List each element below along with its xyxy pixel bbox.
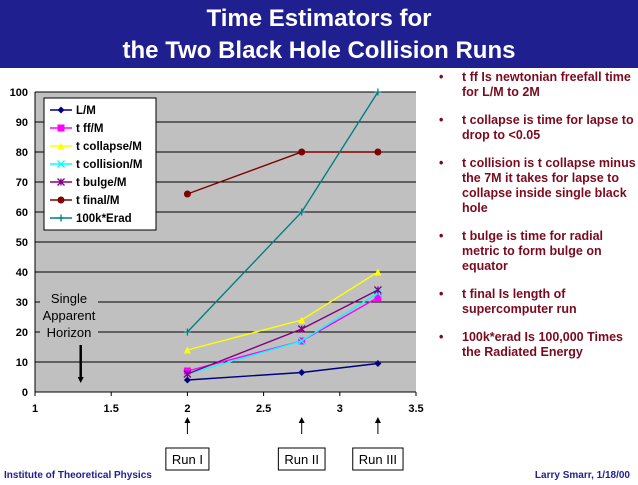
run-arrowhead bbox=[298, 417, 305, 423]
y-tick-label: 0 bbox=[22, 387, 28, 399]
run-arrowhead bbox=[374, 417, 381, 423]
legend: L/M t ff/M t collapse/M t collision/M t bulg… bbox=[43, 97, 157, 231]
y-tick-label: 70 bbox=[16, 177, 28, 189]
legend-label: t collapse/M bbox=[76, 141, 142, 153]
x-tick-label: 2 bbox=[184, 403, 190, 415]
data-point bbox=[183, 190, 191, 198]
data-point bbox=[57, 106, 65, 114]
bullet-item: • t collision is t collapse minus the 7M … bbox=[436, 156, 636, 216]
run-label: Run I bbox=[172, 452, 203, 467]
bullet-list: • t ff Is newtonian freefall time for L/M… bbox=[436, 70, 636, 373]
data-point bbox=[297, 337, 306, 345]
annotation-text: Apparent bbox=[43, 308, 96, 323]
series bbox=[183, 286, 382, 378]
y-tick-label: 90 bbox=[16, 117, 28, 129]
data-point bbox=[57, 142, 65, 150]
legend-label: t final/M bbox=[76, 195, 119, 207]
footer-author-date: Larry Smarr, 1/18/00 bbox=[534, 470, 630, 481]
y-tick-label: 100 bbox=[10, 87, 28, 99]
data-point bbox=[374, 88, 382, 96]
run-label: Run III bbox=[359, 452, 397, 467]
y-tick-label: 50 bbox=[16, 237, 28, 249]
annotation-box bbox=[40, 286, 98, 342]
data-point bbox=[183, 346, 191, 354]
data-point bbox=[298, 369, 306, 376]
data-point bbox=[298, 316, 306, 324]
bullet-dot: • bbox=[439, 113, 444, 127]
x-tick-labels: 1 1.5 2 2.5 3 3.5 bbox=[32, 403, 424, 415]
series bbox=[183, 268, 382, 354]
annotation-arrowhead bbox=[77, 377, 84, 383]
run-arrowhead bbox=[184, 417, 191, 423]
data-point bbox=[183, 376, 191, 384]
data-point bbox=[57, 124, 65, 132]
annotation-text: Horizon bbox=[47, 325, 92, 340]
bullet-dot: • bbox=[439, 330, 444, 344]
y-tick-label: 60 bbox=[16, 207, 28, 219]
bullet-text: t final Is length of supercomputer run bbox=[462, 287, 577, 316]
footer-institute: Institute of Theoretical Physics bbox=[4, 470, 152, 481]
bullet-dot: • bbox=[439, 229, 444, 243]
y-tick-label: 40 bbox=[16, 267, 28, 279]
data-point bbox=[373, 286, 382, 294]
page-title-line-2: the Two Black Hole Collision Runs bbox=[122, 37, 516, 64]
line-chart: 0 10 20 30 40 50 60 70 80 90 100 1 1.5 2 2.5 3 3.5 L/M t… bbox=[10, 87, 424, 471]
series-layer bbox=[183, 88, 382, 384]
data-point bbox=[298, 208, 306, 216]
data-point bbox=[374, 148, 382, 156]
data-point bbox=[183, 328, 191, 336]
legend-label: L/M bbox=[76, 105, 96, 117]
data-point bbox=[57, 178, 65, 186]
x-tick-label: 2.5 bbox=[256, 403, 271, 415]
grid bbox=[34, 91, 417, 396]
bullet-text: 100k*erad Is 100,000 Times the Radiated … bbox=[462, 330, 624, 359]
bullet-text: t bulge is time for radial metric to for… bbox=[462, 229, 603, 273]
x-tick-label: 3.5 bbox=[408, 403, 423, 415]
y-tick-labels: 0 10 20 30 40 50 60 70 80 90 100 bbox=[10, 87, 28, 399]
bullet-dot: • bbox=[439, 287, 444, 301]
y-tick-label: 10 bbox=[16, 357, 28, 369]
run-label-box bbox=[277, 447, 326, 471]
data-point bbox=[374, 268, 382, 276]
bullet-item: • t final Is length of supercomputer run bbox=[436, 287, 636, 317]
x-tick-label: 1.5 bbox=[104, 403, 119, 415]
y-tick-label: 20 bbox=[16, 327, 28, 339]
page-title-line-1: Time Estimators for bbox=[206, 5, 432, 32]
bullet-item: • t ff Is newtonian freefall time for L/M… bbox=[436, 70, 636, 100]
annotation-text: Single bbox=[51, 291, 87, 306]
series bbox=[183, 148, 382, 198]
bullet-item: • 100k*erad Is 100,000 Times the Radiated… bbox=[436, 330, 636, 360]
bullet-text: t collision is t collapse minus the 7M i… bbox=[462, 156, 636, 215]
series bbox=[183, 88, 382, 336]
y-tick-label: 80 bbox=[16, 147, 28, 159]
bullet-item: • t bulge is time for radial metric to fo… bbox=[436, 229, 636, 274]
y-tick-label: 30 bbox=[16, 297, 28, 309]
data-point bbox=[298, 148, 306, 156]
bullet-dot: • bbox=[439, 70, 444, 84]
data-point bbox=[183, 370, 192, 378]
bullet-text: t ff Is newtonian freefall time for L/M … bbox=[462, 70, 631, 99]
annotations: Single Apparent Horizon Run I Run II Run III bbox=[40, 286, 404, 471]
run-label-box bbox=[352, 447, 404, 471]
legend-label: 100k*Erad bbox=[76, 213, 132, 225]
data-point bbox=[374, 294, 382, 301]
x-tick-label: 3 bbox=[337, 403, 343, 415]
bullet-dot: • bbox=[439, 156, 444, 170]
data-point bbox=[57, 196, 65, 204]
bullet-item: • t collapse is time for lapse to drop to… bbox=[436, 113, 636, 143]
title-bar: Time Estimators for the Two Black Hole C… bbox=[0, 0, 638, 68]
data-point bbox=[57, 160, 65, 168]
data-point bbox=[297, 325, 306, 333]
legend-label: t ff/M bbox=[76, 123, 103, 135]
run-label-box bbox=[165, 447, 210, 471]
x-tick-label: 1 bbox=[32, 403, 38, 415]
run-label: Run II bbox=[284, 452, 319, 467]
legend-label: t collision/M bbox=[76, 159, 142, 171]
bullet-text: t collapse is time for lapse to drop to … bbox=[462, 113, 634, 142]
series bbox=[183, 360, 382, 384]
data-point bbox=[374, 360, 382, 367]
legend-label: t bulge/M bbox=[76, 177, 126, 189]
data-point bbox=[57, 214, 65, 222]
